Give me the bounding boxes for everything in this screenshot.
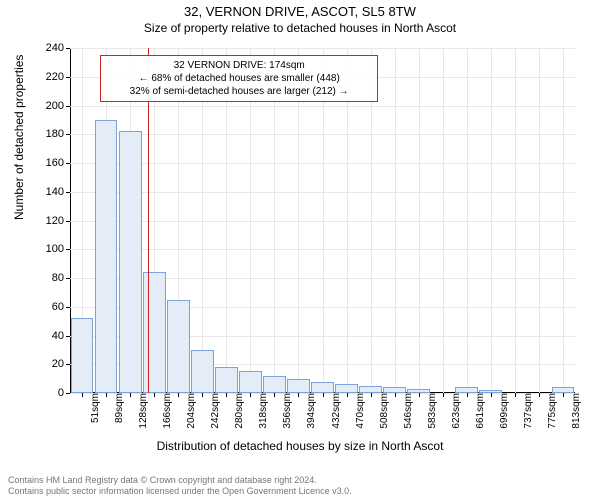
footer-attribution: Contains HM Land Registry data © Crown c… xyxy=(8,475,352,498)
xtick-mark xyxy=(130,393,131,397)
xtick-mark xyxy=(515,393,516,397)
xtick-mark xyxy=(274,393,275,397)
xtick-mark xyxy=(395,393,396,397)
xtick-mark xyxy=(178,393,179,397)
xtick-mark xyxy=(298,393,299,397)
xtick-mark xyxy=(106,393,107,397)
annotation-box: 32 VERNON DRIVE: 174sqm← 68% of detached… xyxy=(100,55,378,102)
bar xyxy=(287,379,310,393)
xtick-label: 204sqm xyxy=(182,393,197,429)
gridline-v xyxy=(395,48,396,393)
xtick-mark xyxy=(323,393,324,397)
bar xyxy=(552,387,575,393)
ytick-label: 80 xyxy=(52,272,70,284)
xtick-label: 813sqm xyxy=(567,393,582,429)
chart-container: 32, VERNON DRIVE, ASCOT, SL5 8TW Size of… xyxy=(0,4,600,504)
gridline-v xyxy=(419,48,420,393)
bar xyxy=(215,367,238,393)
bar xyxy=(335,384,358,393)
ytick-label: 100 xyxy=(46,243,70,255)
xtick-label: 51sqm xyxy=(86,393,101,423)
bar xyxy=(239,371,262,393)
bar xyxy=(407,389,430,393)
xtick-label: 661sqm xyxy=(471,393,486,429)
bar xyxy=(263,376,286,393)
bar xyxy=(167,300,190,393)
xtick-label: 583sqm xyxy=(423,393,438,429)
ytick-label: 140 xyxy=(46,186,70,198)
gridline-v xyxy=(563,48,564,393)
annotation-line-2: ← 68% of detached houses are smaller (44… xyxy=(107,72,371,85)
ytick-label: 20 xyxy=(52,358,70,370)
bar xyxy=(95,120,118,393)
xtick-label: 699sqm xyxy=(495,393,510,429)
bar xyxy=(191,350,214,393)
bar xyxy=(479,390,502,393)
annotation-line-3: 32% of semi-detached houses are larger (… xyxy=(107,85,371,98)
ytick-label: 40 xyxy=(52,330,70,342)
xtick-label: 546sqm xyxy=(399,393,414,429)
gridline-v xyxy=(491,48,492,393)
ytick-label: 0 xyxy=(58,387,70,399)
gridline-v xyxy=(467,48,468,393)
gridline-v xyxy=(443,48,444,393)
ytick-label: 160 xyxy=(46,157,70,169)
gridline-v xyxy=(515,48,516,393)
xtick-mark xyxy=(443,393,444,397)
xtick-label: 280sqm xyxy=(230,393,245,429)
footer-line-2: Contains public sector information licen… xyxy=(8,486,352,498)
bar xyxy=(383,387,406,393)
xtick-mark xyxy=(371,393,372,397)
gridline-v xyxy=(539,48,540,393)
xtick-mark xyxy=(347,393,348,397)
bar xyxy=(455,387,478,393)
xtick-label: 89sqm xyxy=(110,393,125,423)
bar xyxy=(71,318,94,393)
bar xyxy=(143,272,166,393)
xtick-mark xyxy=(226,393,227,397)
xtick-label: 166sqm xyxy=(158,393,173,429)
bar xyxy=(311,382,334,394)
xtick-label: 356sqm xyxy=(278,393,293,429)
plot-region: 02040608010012014016018020022024051sqm89… xyxy=(70,48,575,393)
xtick-mark xyxy=(250,393,251,397)
xtick-mark xyxy=(82,393,83,397)
xtick-label: 623sqm xyxy=(447,393,462,429)
ytick-label: 240 xyxy=(46,42,70,54)
xtick-label: 508sqm xyxy=(375,393,390,429)
xtick-mark xyxy=(419,393,420,397)
xtick-label: 470sqm xyxy=(351,393,366,429)
xtick-mark xyxy=(467,393,468,397)
chart-area: 02040608010012014016018020022024051sqm89… xyxy=(70,48,575,393)
bar xyxy=(359,386,382,393)
ytick-label: 120 xyxy=(46,215,70,227)
xtick-mark xyxy=(491,393,492,397)
y-axis-label: Number of detached properties xyxy=(12,55,26,220)
xtick-mark xyxy=(563,393,564,397)
xtick-label: 128sqm xyxy=(134,393,149,429)
xtick-mark xyxy=(202,393,203,397)
chart-subtitle: Size of property relative to detached ho… xyxy=(0,21,600,35)
ytick-label: 180 xyxy=(46,128,70,140)
xtick-mark xyxy=(539,393,540,397)
xtick-label: 318sqm xyxy=(254,393,269,429)
ytick-label: 220 xyxy=(46,71,70,83)
ytick-label: 200 xyxy=(46,100,70,112)
ytick-label: 60 xyxy=(52,301,70,313)
xtick-label: 242sqm xyxy=(206,393,221,429)
xtick-label: 737sqm xyxy=(519,393,534,429)
bar xyxy=(119,131,142,393)
annotation-line-1: 32 VERNON DRIVE: 174sqm xyxy=(107,59,371,72)
xtick-label: 432sqm xyxy=(327,393,342,429)
xtick-label: 394sqm xyxy=(302,393,317,429)
footer-line-1: Contains HM Land Registry data © Crown c… xyxy=(8,475,352,487)
xtick-label: 775sqm xyxy=(543,393,558,429)
x-axis-label: Distribution of detached houses by size … xyxy=(0,439,600,453)
chart-title: 32, VERNON DRIVE, ASCOT, SL5 8TW xyxy=(0,4,600,19)
xtick-mark xyxy=(154,393,155,397)
